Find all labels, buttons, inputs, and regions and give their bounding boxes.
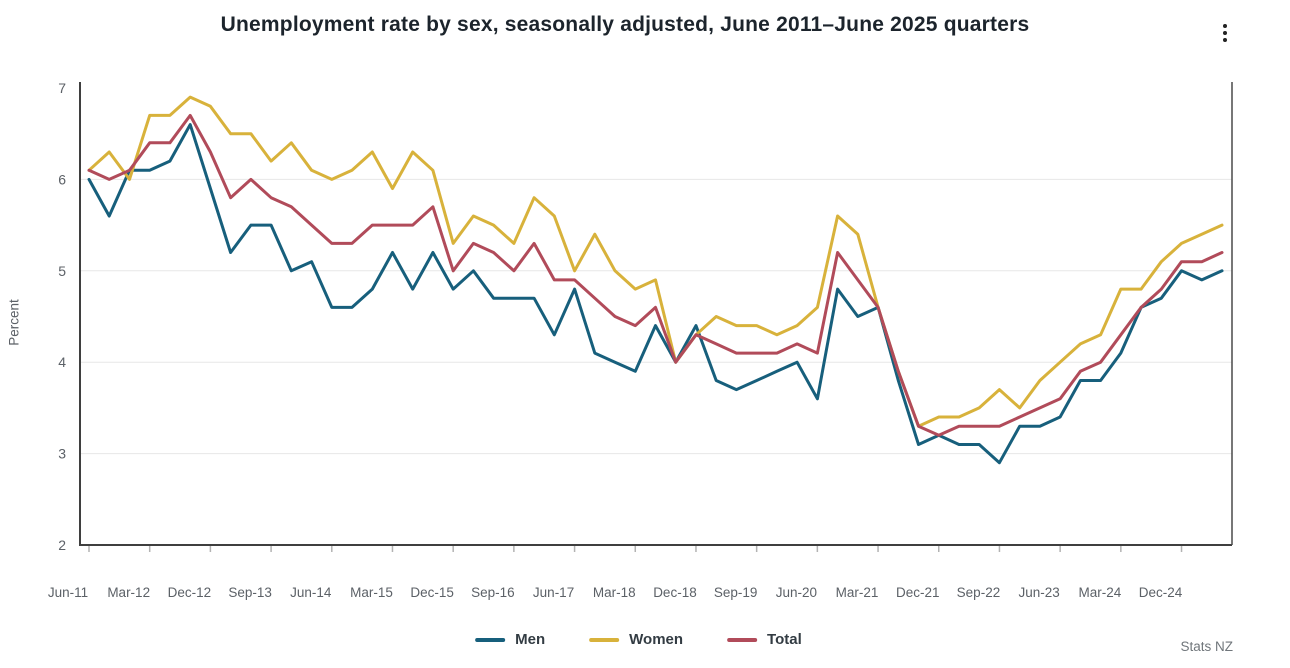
chart-legend: Men Women Total — [475, 631, 802, 648]
x-tick-label: Mar-24 — [1078, 585, 1121, 600]
x-tick-label: Dec-15 — [410, 585, 454, 600]
series-line-men — [87, 123, 1224, 465]
y-tick-label: 4 — [58, 354, 66, 370]
x-tick-label: Jun-11 — [48, 585, 88, 600]
x-tick-label: Sep-19 — [714, 585, 758, 600]
kebab-dot — [1223, 24, 1227, 28]
x-tick-label: Sep-22 — [957, 585, 1001, 600]
legend-label: Total — [767, 631, 802, 648]
x-tick-label: Dec-21 — [896, 585, 940, 600]
x-tick-label: Sep-13 — [228, 585, 272, 600]
x-tick-label: Mar-21 — [836, 585, 879, 600]
x-tick-label: Mar-12 — [107, 585, 150, 600]
series-line-women — [87, 95, 1224, 428]
line-chart-plot: 2 3 4 5 6 7 Jun-11 Mar-12 Dec-12 Sep-13 Jun-14 Mar-… — [48, 80, 1233, 600]
x-tick-label: Jun-23 — [1019, 585, 1060, 600]
legend-swatch-total — [727, 637, 758, 642]
x-tick-label: Dec-12 — [168, 585, 212, 600]
series-line-total — [87, 113, 1224, 437]
x-tick-label: Sep-16 — [471, 585, 515, 600]
legend-label: Women — [629, 631, 684, 648]
kebab-dot — [1223, 31, 1227, 35]
kebab-dot — [1223, 38, 1227, 42]
legend-swatch-men — [475, 637, 506, 642]
x-tick-label: Mar-15 — [350, 585, 393, 600]
x-tick-label: Jun-17 — [533, 585, 574, 600]
x-tick-label: Jun-20 — [776, 585, 817, 600]
legend-swatch-women — [589, 637, 620, 642]
y-tick-label: 6 — [58, 171, 66, 187]
y-tick-label: 3 — [58, 446, 66, 462]
source-credit: Stats NZ — [1180, 639, 1233, 654]
x-tick-label: Jun-14 — [290, 585, 332, 600]
kebab-menu-icon[interactable] — [1214, 18, 1236, 48]
y-tick-label: 5 — [58, 263, 66, 279]
chart-title: Unemployment rate by sex, seasonally adj… — [220, 13, 1030, 36]
legend-item-total[interactable]: Total — [727, 631, 802, 648]
y-axis-title: Percent — [6, 299, 22, 346]
y-tick-label: 7 — [58, 80, 66, 96]
legend-item-men[interactable]: Men — [475, 631, 545, 648]
x-tick-label: Dec-24 — [1139, 585, 1183, 600]
x-tick-label: Mar-18 — [593, 585, 636, 600]
legend-label: Men — [515, 631, 546, 648]
y-tick-label: 2 — [58, 537, 66, 553]
x-tick-label: Dec-18 — [653, 585, 697, 600]
legend-item-women[interactable]: Women — [589, 631, 683, 648]
